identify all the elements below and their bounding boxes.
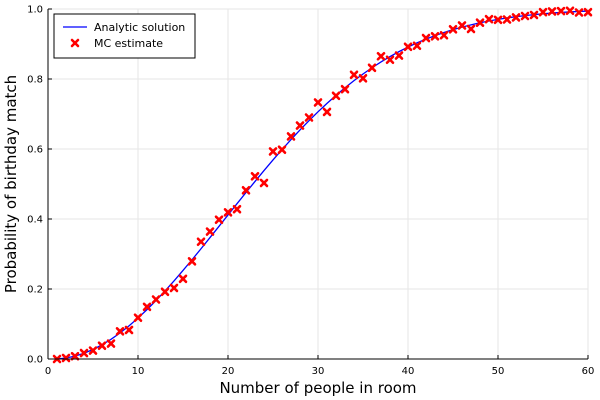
x-tick-label: 40 bbox=[402, 366, 415, 377]
y-tick-label: 1.0 bbox=[27, 5, 43, 16]
y-tick-label: 0.0 bbox=[27, 355, 43, 366]
x-tick-label: 20 bbox=[222, 366, 235, 377]
mc-estimate-point bbox=[115, 327, 125, 336]
series-layer bbox=[52, 6, 593, 364]
mc-estimate-point bbox=[538, 7, 548, 17]
mc-estimate-point bbox=[448, 24, 458, 34]
mc-estimate-point bbox=[349, 70, 359, 80]
mc-estimate-point bbox=[268, 147, 278, 156]
legend-box bbox=[53, 13, 196, 59]
mc-estimate-point bbox=[70, 351, 80, 361]
x-tick-label: 0 bbox=[45, 366, 51, 377]
tick-labels: 0 10 20 30 40 50 60 0.0 0.2 0.4 0.6 0.8 1.0 bbox=[27, 5, 594, 378]
mc-estimate-point bbox=[529, 10, 539, 20]
mc-estimate-point bbox=[565, 6, 575, 16]
mc-estimate-point bbox=[358, 74, 368, 83]
mc-estimate-point bbox=[502, 15, 512, 24]
mc-estimate-point bbox=[97, 341, 107, 351]
mc-estimate-point bbox=[394, 51, 404, 60]
legend-label-mc: MC estimate bbox=[94, 37, 163, 50]
mc-estimate-point bbox=[223, 208, 233, 217]
mc-estimate-point bbox=[547, 7, 557, 16]
mc-estimate-point bbox=[520, 11, 530, 21]
mc-estimate-point bbox=[484, 14, 494, 24]
mc-estimate-point bbox=[133, 313, 143, 323]
x-tick-label: 60 bbox=[582, 366, 595, 377]
mc-estimate-point bbox=[430, 31, 440, 41]
mc-estimate-point bbox=[277, 145, 287, 154]
mc-estimate-point bbox=[232, 204, 242, 214]
y-tick-label: 0.4 bbox=[27, 215, 43, 226]
mc-estimate-point bbox=[376, 51, 386, 61]
mc-estimate-point bbox=[169, 283, 179, 293]
mc-estimate-point bbox=[412, 41, 422, 51]
mc-estimate-point bbox=[340, 84, 350, 94]
mc-estimate-point bbox=[214, 215, 224, 224]
mc-estimate-point bbox=[79, 348, 89, 358]
legend: Analytic solution MC estimate bbox=[53, 13, 196, 59]
mc-estimate-point bbox=[106, 339, 116, 348]
mc-estimate-point bbox=[250, 172, 260, 181]
mc-estimate-point bbox=[151, 295, 161, 304]
mc-estimate-point bbox=[574, 8, 584, 17]
y-tick-label: 0.6 bbox=[27, 145, 43, 156]
mc-estimate-point bbox=[187, 257, 197, 266]
legend-marker-swatch bbox=[70, 38, 80, 48]
x-tick-label: 30 bbox=[312, 366, 325, 377]
mc-estimate-point bbox=[313, 98, 323, 107]
mc-estimate-point bbox=[367, 63, 377, 73]
mc-estimate-point bbox=[556, 6, 566, 16]
mc-estimate-point bbox=[457, 21, 467, 30]
y-tick-label: 0.8 bbox=[27, 75, 43, 86]
mc-estimate-point bbox=[196, 237, 206, 247]
mc-estimate-point bbox=[493, 15, 503, 25]
mc-estimate-point bbox=[61, 353, 71, 363]
mc-estimate-point bbox=[439, 30, 449, 40]
mc-estimate-point bbox=[475, 18, 485, 27]
mc-estimate-point bbox=[331, 91, 341, 101]
y-axis-label: Probability of birthday match bbox=[2, 75, 20, 293]
y-tick-label: 0.2 bbox=[27, 285, 43, 296]
mc-estimate-point bbox=[322, 107, 332, 117]
mc-estimate-point bbox=[160, 287, 170, 297]
mc-estimate-point bbox=[403, 42, 413, 52]
mc-estimate-point bbox=[286, 132, 296, 141]
mc-estimate-point bbox=[205, 227, 215, 236]
mc-estimate-point bbox=[511, 13, 521, 22]
mc-estimate-point bbox=[421, 33, 431, 43]
mc-estimate-point bbox=[88, 346, 98, 355]
mc-estimate-point bbox=[142, 302, 152, 312]
mc-estimate-point bbox=[124, 325, 134, 335]
x-tick-label: 10 bbox=[132, 366, 145, 377]
mc-estimate-point bbox=[295, 121, 305, 130]
mc-estimate-point bbox=[178, 274, 188, 284]
mc-estimate-point bbox=[259, 178, 269, 188]
x-tick-label: 50 bbox=[492, 366, 505, 377]
mc-estimate-point bbox=[241, 186, 251, 195]
x-axis-label: Number of people in room bbox=[219, 379, 416, 397]
legend-label-analytic: Analytic solution bbox=[94, 21, 185, 34]
mc-estimate-point bbox=[583, 7, 593, 17]
mc-estimate-point bbox=[304, 113, 314, 122]
mc-estimate-point bbox=[385, 55, 395, 65]
mc-estimate-point bbox=[466, 24, 476, 34]
